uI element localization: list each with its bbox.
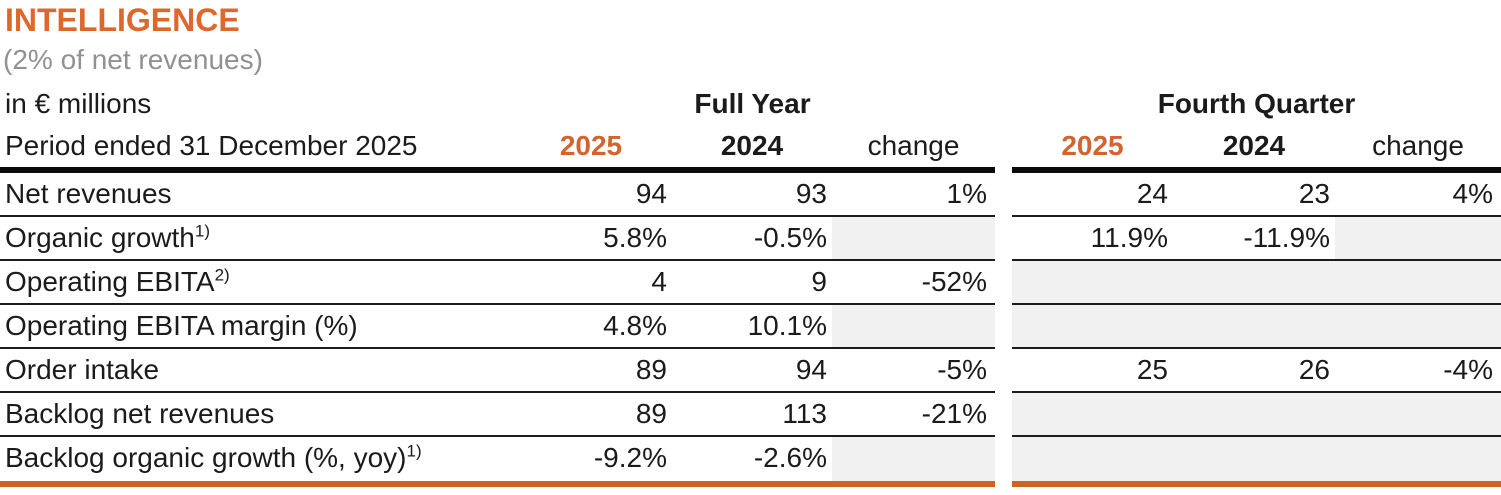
q4-change-column-header: change	[1372, 130, 1464, 161]
q4-2024-value	[1173, 261, 1335, 305]
fy-change-value: -52%	[832, 261, 995, 305]
q4-2024-value	[1173, 437, 1335, 481]
column-gap	[995, 393, 1012, 437]
full-year-header: Full Year	[694, 88, 811, 119]
fy-2024-value: 9	[672, 261, 832, 305]
q4-2025-value: 11.9%	[1012, 217, 1173, 261]
table-row-operating-ebita: Operating EBITA2) 4 9 -52%	[0, 261, 1501, 305]
unit-label: in € millions	[5, 88, 152, 119]
q4-change-value	[1335, 437, 1501, 481]
table-row-backlog-organic-growth: Backlog organic growth (%, yoy)1) -9.2% …	[0, 437, 1501, 481]
row-label: Organic growth1)	[0, 217, 510, 261]
section-header-row: in € millions Full Year Fourth Quarter	[0, 78, 1501, 122]
row-label-text: Operating EBITA margin (%)	[5, 310, 358, 341]
q4-change-value	[1335, 305, 1501, 349]
q4-2025-value	[1012, 437, 1173, 481]
table-row-organic-growth: Organic growth1) 5.8% -0.5% 11.9% -11.9%	[0, 217, 1501, 261]
fy-change-value	[832, 437, 995, 481]
q4-2025-value	[1012, 261, 1173, 305]
row-label-text: Order intake	[5, 354, 160, 385]
q4-change-value	[1335, 217, 1501, 261]
header-divider	[0, 167, 1501, 173]
q4-2024-value: 26	[1173, 349, 1335, 393]
fy-2024-value: -0.5%	[672, 217, 832, 261]
column-gap	[995, 261, 1012, 305]
column-gap	[995, 437, 1012, 481]
q4-2025-value: 24	[1012, 173, 1173, 217]
row-label-footnote: 1)	[194, 221, 210, 241]
q4-2024-value	[1173, 393, 1335, 437]
q4-2024-value	[1173, 305, 1335, 349]
fy-2024-value: -2.6%	[753, 442, 827, 473]
table-row-operating-ebita-margin: Operating EBITA margin (%) 4.8% 10.1%	[0, 305, 1501, 349]
segment-title: INTELLIGENCE	[5, 2, 240, 38]
q4-change-value	[1335, 261, 1501, 305]
q4-2024-value: -11.9%	[1173, 217, 1335, 261]
fy-2025-value: 94	[510, 173, 672, 217]
fy-2025-column-header: 2025	[559, 130, 623, 161]
fy-2025-value: 5.8%	[510, 217, 672, 261]
header-divider-left	[0, 167, 995, 173]
q4-2025-value	[1012, 393, 1173, 437]
row-label-text: Operating EBITA	[5, 266, 215, 297]
fy-2025-value: 4.8%	[510, 305, 672, 349]
table-bottom-border	[0, 481, 1501, 487]
row-label: Backlog organic growth (%, yoy)1)	[0, 437, 510, 481]
q4-change-value: 4%	[1335, 173, 1501, 217]
row-label-footnote: 1)	[406, 441, 422, 461]
column-gap	[995, 217, 1012, 261]
table-bottom-border-left	[0, 481, 995, 487]
q4-change-value	[1335, 393, 1501, 437]
fy-change-value: -5%	[832, 349, 995, 393]
table-bottom-border-right	[1012, 481, 1501, 487]
fy-2024-value: 94	[672, 349, 832, 393]
row-label: Backlog net revenues	[0, 393, 510, 437]
fourth-quarter-header: Fourth Quarter	[1157, 88, 1356, 119]
row-label-footnote: 2)	[214, 265, 230, 285]
column-header-row: Period ended 31 December 2025 2025 2024 …	[0, 122, 1501, 167]
row-label-text: Organic growth	[5, 222, 195, 253]
fy-change-value	[832, 217, 995, 261]
row-label: Order intake	[0, 349, 510, 393]
table-row-backlog-net-revenues: Backlog net revenues 89 113 -21%	[0, 393, 1501, 437]
q4-2025-value	[1012, 305, 1173, 349]
row-label-text: Net revenues	[5, 178, 172, 209]
fy-change-column-header: change	[867, 130, 960, 161]
row-label: Operating EBITA2)	[0, 261, 510, 305]
fy-2025-value: 89	[510, 349, 672, 393]
q4-2024-column-header: 2024	[1222, 130, 1286, 161]
table-row-order-intake: Order intake 89 94 -5% 25 26 -4%	[0, 349, 1501, 393]
column-gap	[995, 305, 1012, 349]
table-row-net-revenues: Net revenues 94 93 1% 24 23 4%	[0, 173, 1501, 217]
column-gap	[995, 162, 1012, 167]
fy-2025-value: 89	[510, 393, 672, 437]
row-label: Operating EBITA margin (%)	[0, 305, 510, 349]
header-divider-right	[1012, 167, 1501, 173]
q4-2024-value: 23	[1173, 173, 1335, 217]
fy-change-value: 1%	[832, 173, 995, 217]
q4-change-value: -4%	[1335, 349, 1501, 393]
fy-2024-column-header: 2024	[720, 130, 784, 161]
fy-2025-value: -9.2%	[593, 442, 667, 473]
row-label-text: Backlog organic growth (%, yoy)	[5, 442, 407, 473]
fy-2024-value: 10.1%	[672, 305, 832, 349]
q4-2025-column-header: 2025	[1061, 130, 1124, 161]
period-label: Period ended 31 December 2025	[5, 130, 418, 161]
fy-2024-value: 93	[672, 173, 832, 217]
column-gap	[995, 349, 1012, 393]
column-gap	[995, 173, 1012, 217]
fy-2024-value: 113	[672, 393, 832, 437]
q4-2025-value: 25	[1012, 349, 1173, 393]
fy-change-value	[832, 305, 995, 349]
fy-change-value: -21%	[832, 393, 995, 437]
row-label: Net revenues	[0, 173, 510, 217]
fy-2025-value: 4	[510, 261, 672, 305]
row-label-text: Backlog net revenues	[5, 398, 275, 429]
segment-subtitle: (2% of net revenues)	[3, 44, 263, 75]
